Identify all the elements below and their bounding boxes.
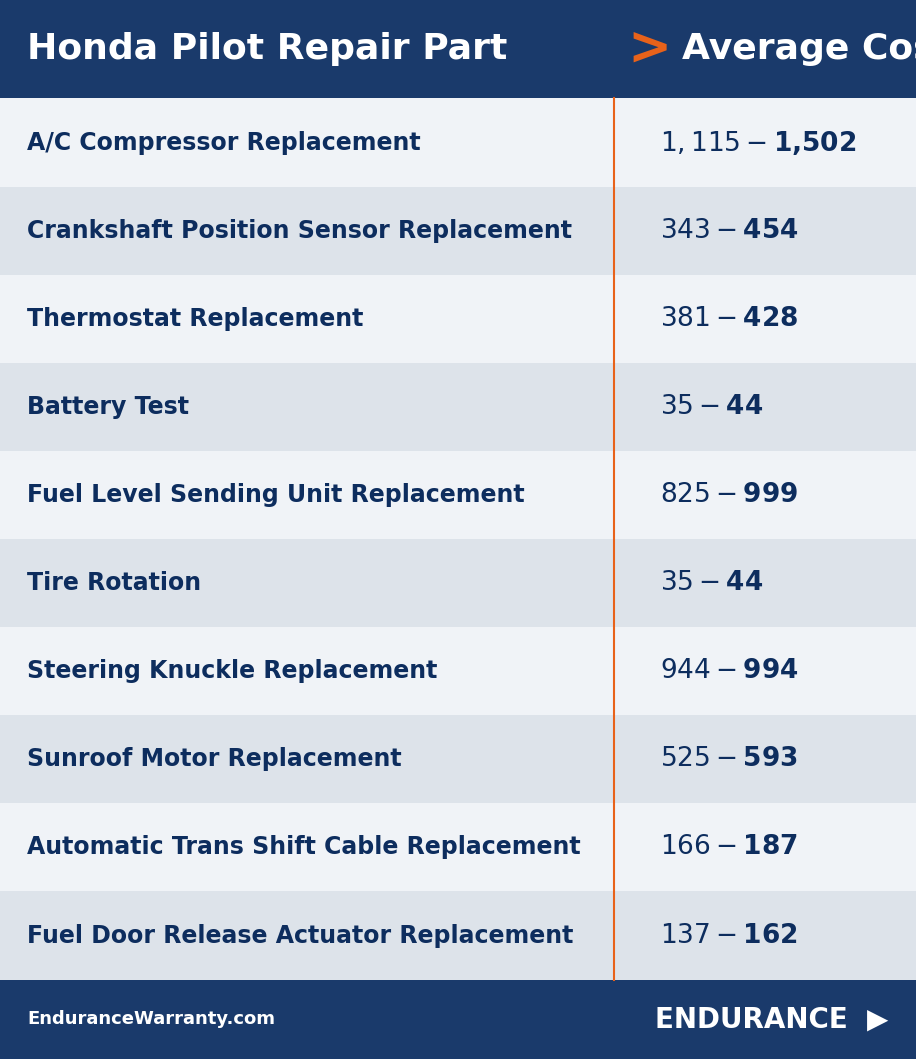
Bar xyxy=(0,539,916,627)
Bar xyxy=(0,274,916,363)
Text: $137 - $162: $137 - $162 xyxy=(660,922,797,949)
Text: Fuel Door Release Actuator Replacement: Fuel Door Release Actuator Replacement xyxy=(27,923,573,948)
Text: $525 - $593: $525 - $593 xyxy=(660,747,797,772)
Text: Average Cost: Average Cost xyxy=(682,32,916,67)
Text: Honda Pilot Repair Part: Honda Pilot Repair Part xyxy=(27,32,507,67)
Text: Steering Knuckle Replacement: Steering Knuckle Replacement xyxy=(27,659,438,683)
Text: Battery Test: Battery Test xyxy=(27,395,190,419)
Text: $35 - $44: $35 - $44 xyxy=(660,570,763,596)
Bar xyxy=(0,804,916,892)
Bar xyxy=(0,980,916,1059)
Text: ENDURANCE  ▶: ENDURANCE ▶ xyxy=(655,1005,889,1034)
Text: Automatic Trans Shift Cable Replacement: Automatic Trans Shift Cable Replacement xyxy=(27,836,581,860)
Bar xyxy=(0,186,916,274)
Text: Sunroof Motor Replacement: Sunroof Motor Replacement xyxy=(27,748,402,771)
Bar xyxy=(0,363,916,451)
Bar xyxy=(0,98,916,186)
Text: $166 - $187: $166 - $187 xyxy=(660,834,797,860)
Text: Crankshaft Position Sensor Replacement: Crankshaft Position Sensor Replacement xyxy=(27,218,572,243)
Text: $825 - $999: $825 - $999 xyxy=(660,482,798,508)
Text: $381 - $428: $381 - $428 xyxy=(660,306,798,331)
Bar xyxy=(0,451,916,539)
Text: Thermostat Replacement: Thermostat Replacement xyxy=(27,307,364,330)
Text: $35 - $44: $35 - $44 xyxy=(660,394,763,419)
Bar xyxy=(0,892,916,980)
Text: >: > xyxy=(627,23,671,75)
Text: $944 - $994: $944 - $994 xyxy=(660,659,798,684)
Text: Tire Rotation: Tire Rotation xyxy=(27,571,202,595)
Bar xyxy=(0,0,916,98)
Text: EnduranceWarranty.com: EnduranceWarranty.com xyxy=(27,1010,276,1028)
Bar xyxy=(0,715,916,804)
Bar xyxy=(0,627,916,715)
Text: Fuel Level Sending Unit Replacement: Fuel Level Sending Unit Replacement xyxy=(27,483,525,507)
Text: A/C Compressor Replacement: A/C Compressor Replacement xyxy=(27,130,421,155)
Text: $1,115 - $1,502: $1,115 - $1,502 xyxy=(660,128,856,157)
Text: $343 - $454: $343 - $454 xyxy=(660,218,798,244)
